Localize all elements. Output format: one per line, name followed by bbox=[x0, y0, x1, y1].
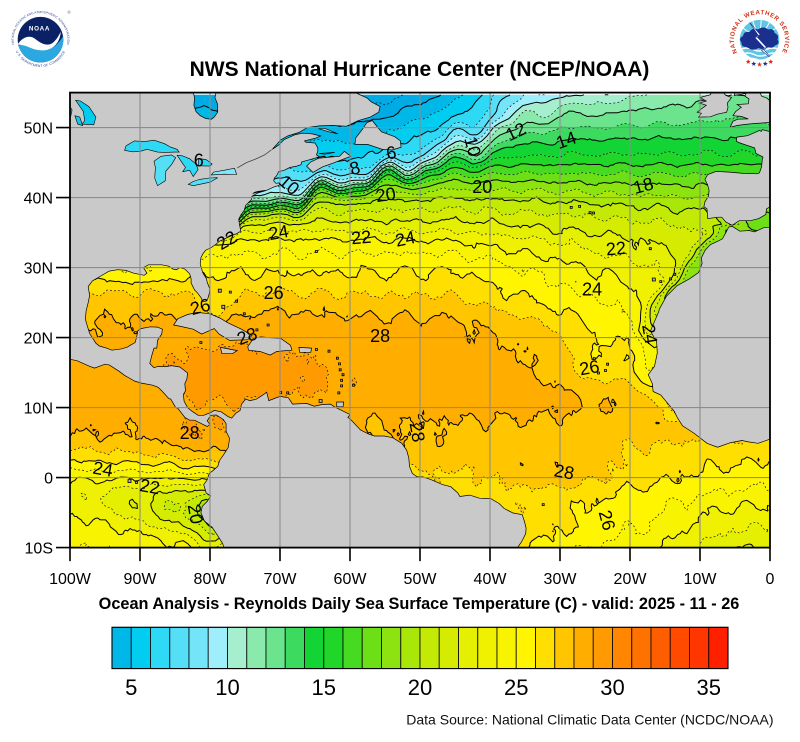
svg-text:10W: 10W bbox=[684, 571, 718, 588]
svg-text:80W: 80W bbox=[194, 571, 228, 588]
svg-text:50N: 50N bbox=[24, 120, 53, 137]
svg-text:30W: 30W bbox=[544, 571, 578, 588]
svg-text:60W: 60W bbox=[334, 571, 368, 588]
svg-text:28: 28 bbox=[370, 326, 390, 346]
svg-text:28: 28 bbox=[180, 423, 200, 443]
svg-text:22: 22 bbox=[138, 475, 161, 498]
svg-text:70W: 70W bbox=[264, 571, 298, 588]
svg-text:22: 22 bbox=[350, 227, 372, 249]
svg-text:5: 5 bbox=[125, 675, 137, 700]
svg-text:24: 24 bbox=[393, 227, 417, 251]
svg-text:®: ® bbox=[68, 10, 72, 15]
svg-text:20: 20 bbox=[408, 675, 432, 700]
svg-text:24: 24 bbox=[267, 221, 290, 244]
svg-text:26: 26 bbox=[578, 356, 601, 379]
svg-text:30N: 30N bbox=[24, 260, 53, 277]
svg-text:26: 26 bbox=[188, 295, 213, 320]
svg-text:24: 24 bbox=[582, 279, 602, 299]
svg-text:0: 0 bbox=[766, 571, 775, 588]
svg-text:6: 6 bbox=[194, 151, 204, 171]
svg-text:6: 6 bbox=[385, 142, 398, 163]
svg-text:22: 22 bbox=[605, 238, 627, 260]
svg-text:24: 24 bbox=[91, 458, 114, 481]
svg-text:24: 24 bbox=[638, 323, 661, 346]
svg-text:Data Source: National Climatic: Data Source: National Climatic Data Cent… bbox=[406, 712, 773, 728]
svg-text:10: 10 bbox=[215, 675, 239, 700]
svg-text:NWS National Hurricane Center: NWS National Hurricane Center (NCEP/NOAA… bbox=[190, 58, 650, 81]
svg-text:26: 26 bbox=[264, 283, 284, 303]
svg-text:40W: 40W bbox=[474, 571, 508, 588]
svg-text:28: 28 bbox=[553, 460, 576, 483]
svg-text:35: 35 bbox=[697, 675, 721, 700]
svg-text:20: 20 bbox=[184, 502, 207, 525]
svg-text:20: 20 bbox=[374, 184, 397, 207]
svg-text:25: 25 bbox=[504, 675, 528, 700]
svg-text:15: 15 bbox=[312, 675, 336, 700]
svg-text:Ocean Analysis - Reynolds Dail: Ocean Analysis - Reynolds Daily Sea Surf… bbox=[99, 595, 740, 613]
svg-text:30: 30 bbox=[600, 675, 624, 700]
svg-text:0: 0 bbox=[44, 470, 53, 487]
svg-text:20W: 20W bbox=[614, 571, 648, 588]
svg-text:50W: 50W bbox=[404, 571, 438, 588]
svg-text:90W: 90W bbox=[124, 571, 158, 588]
svg-text:10N: 10N bbox=[24, 400, 53, 417]
svg-text:8: 8 bbox=[347, 157, 362, 179]
svg-text:26: 26 bbox=[595, 508, 620, 533]
svg-text:20: 20 bbox=[472, 177, 492, 197]
svg-text:20N: 20N bbox=[24, 330, 53, 347]
svg-text:40N: 40N bbox=[24, 190, 53, 207]
svg-text:100W: 100W bbox=[49, 571, 92, 588]
svg-text:28: 28 bbox=[406, 421, 429, 444]
svg-text:NOAA: NOAA bbox=[29, 26, 50, 33]
svg-text:10S: 10S bbox=[25, 540, 53, 557]
